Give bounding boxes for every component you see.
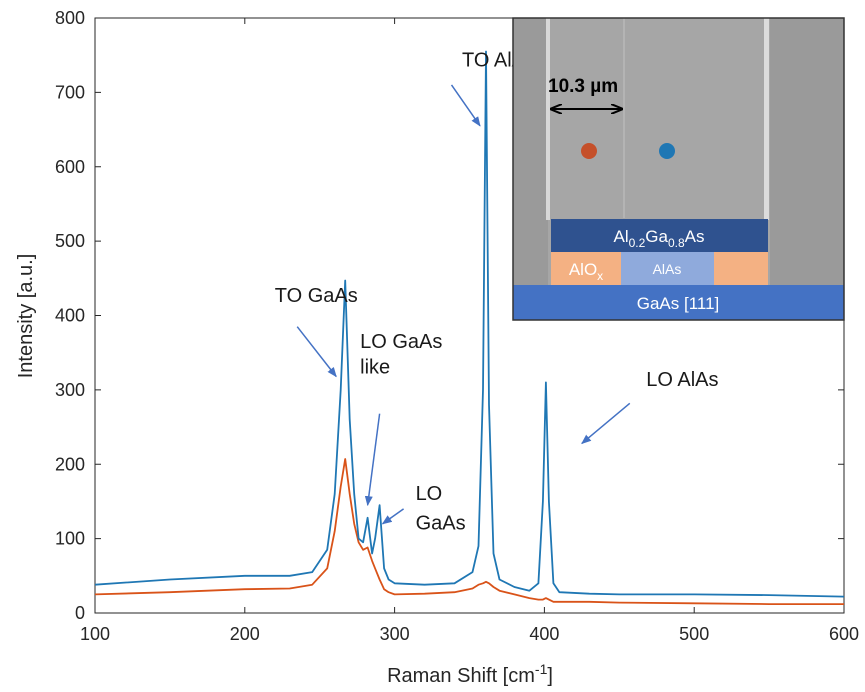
layer-gaas-substrate	[513, 285, 844, 320]
series-layer	[95, 50, 844, 605]
x-tick-label: 100	[80, 624, 110, 644]
x-tick-label: 300	[380, 624, 410, 644]
layer-alas-label: AlAs	[653, 261, 682, 277]
annotation-label: GaAs	[416, 513, 466, 535]
layer-gaas-label: GaAs [111]	[637, 294, 720, 313]
annotation-label: TO GaAs	[275, 285, 358, 307]
sem-edge-right	[764, 18, 769, 220]
axis-ticks: 100 200 300 400 500 6000100200300400500600700…	[55, 8, 859, 644]
x-tick-label: 200	[230, 624, 260, 644]
annotation-label: LO GaAs	[360, 331, 442, 353]
y-tick-label: 100	[55, 529, 85, 549]
y-tick-label: 700	[55, 82, 85, 102]
annotation-label: LO	[416, 483, 443, 505]
annotation-arrow	[381, 508, 405, 525]
measure-dot-right	[659, 143, 675, 159]
x-tick-label: 600	[829, 624, 859, 644]
series-line	[95, 50, 844, 598]
layer-alox-left	[551, 252, 621, 285]
layer-algaas-label: Al0.2Ga0.8As	[613, 227, 704, 250]
sem-frame	[512, 17, 845, 321]
sem-inset: 10.3 µm Al0.2Ga0.8As AlOx AlAs GaAs [111…	[512, 17, 845, 321]
layer-alas	[621, 252, 714, 285]
x-axis-label: Raman Shift [cm-1]	[387, 661, 553, 687]
x-tick-label: 500	[679, 624, 709, 644]
y-tick-label: 200	[55, 454, 85, 474]
y-tick-label: 500	[55, 231, 85, 251]
y-tick-label: 800	[55, 8, 85, 28]
y-tick-label: 300	[55, 380, 85, 400]
annotation-arrow	[296, 326, 337, 378]
annotation-arrow	[450, 84, 481, 127]
scale-bar-label: 10.3 µm	[548, 76, 618, 97]
y-tick-label: 600	[55, 157, 85, 177]
annotation-arrow	[364, 413, 381, 507]
layer-algaas	[551, 219, 768, 252]
layer-alox-label: AlOx	[569, 260, 603, 283]
sem-edge-left	[546, 18, 550, 220]
y-tick-label: 0	[75, 603, 85, 623]
annotation-label: like	[360, 357, 390, 379]
annotation-label: LO AlAs	[646, 369, 718, 391]
measure-dot-left	[581, 143, 597, 159]
annotation-arrow	[581, 402, 631, 445]
y-tick-label: 400	[55, 306, 85, 326]
y-axis-label: Intensity [a.u.]	[15, 254, 37, 379]
x-tick-label: 400	[529, 624, 559, 644]
series-line	[95, 458, 844, 605]
layer-alox-right	[714, 252, 768, 285]
